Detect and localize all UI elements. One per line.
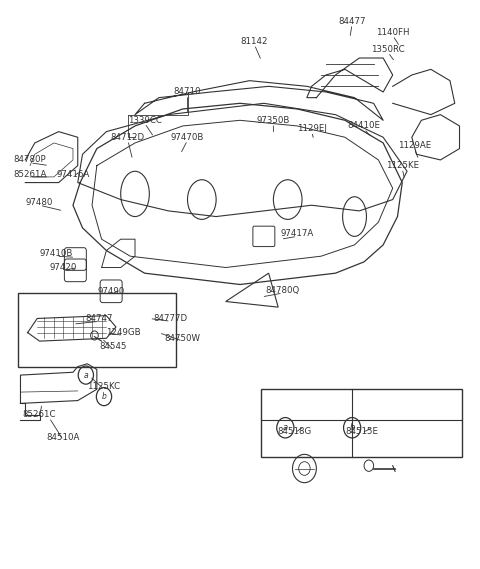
Text: 85261A: 85261A (13, 170, 47, 179)
Text: 97350B: 97350B (257, 116, 290, 125)
Text: 1140FH: 1140FH (376, 28, 409, 37)
Text: 97470B: 97470B (171, 133, 204, 142)
Text: 84747: 84747 (85, 314, 113, 323)
Text: 97410B: 97410B (39, 249, 73, 258)
Text: 84510A: 84510A (47, 433, 80, 442)
Text: a: a (283, 423, 288, 432)
Text: 97417A: 97417A (281, 229, 314, 238)
Text: 97416A: 97416A (56, 170, 90, 179)
Text: 1350RC: 1350RC (371, 45, 405, 54)
Text: 1249GB: 1249GB (106, 328, 140, 337)
Text: 84777D: 84777D (154, 314, 188, 323)
Text: 1125KE: 1125KE (386, 161, 419, 170)
Text: 1129EJ: 1129EJ (297, 124, 326, 133)
Text: 84780Q: 84780Q (266, 286, 300, 295)
Text: 81142: 81142 (240, 36, 268, 46)
Text: 84545: 84545 (100, 343, 127, 351)
Text: 85261C: 85261C (23, 410, 56, 419)
Text: 1129AE: 1129AE (397, 141, 431, 150)
Text: 97490: 97490 (97, 287, 125, 296)
Text: 1125KC: 1125KC (87, 382, 120, 391)
Text: 84410E: 84410E (348, 121, 381, 130)
Text: 1339CC: 1339CC (128, 116, 161, 125)
Text: a: a (84, 370, 88, 380)
Text: 84712D: 84712D (111, 133, 145, 142)
Text: 84710: 84710 (174, 88, 201, 97)
Text: 84515E: 84515E (345, 427, 378, 436)
Text: 97480: 97480 (26, 198, 53, 207)
Text: 84477: 84477 (338, 17, 366, 26)
Text: b: b (102, 392, 107, 401)
Text: 84750W: 84750W (165, 334, 201, 343)
Text: 84780P: 84780P (14, 155, 47, 164)
Text: 97420: 97420 (50, 263, 77, 272)
Text: 84518G: 84518G (278, 427, 312, 436)
Text: b: b (349, 423, 355, 432)
